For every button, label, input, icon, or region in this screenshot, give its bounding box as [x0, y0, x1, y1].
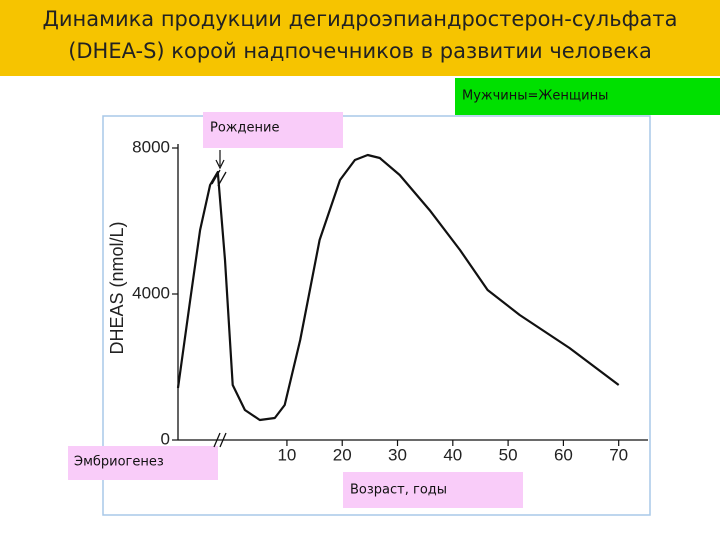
annotation-box [68, 446, 218, 480]
annotation: Рождение [210, 121, 279, 136]
x-tick-label: 10 [277, 445, 296, 464]
curve-break [211, 169, 227, 187]
title-banner [0, 0, 720, 76]
x-axis-label: Возраст, годы [350, 483, 447, 498]
axis-break [213, 432, 227, 448]
legend-note-box [455, 78, 720, 115]
x-label-box [343, 472, 523, 508]
y-tick-label: 8000 [132, 137, 170, 156]
y-tick-label: 4000 [132, 283, 170, 302]
title-line: Динамика продукции дегидроэпиандростерон… [42, 7, 677, 31]
x-tick-label: 50 [499, 445, 518, 464]
x-tick-label: 40 [443, 445, 462, 464]
x-tick-label: 30 [388, 445, 407, 464]
legend-note: Мужчины=Женщины [462, 89, 608, 104]
x-tick-label: 70 [609, 445, 628, 464]
title-line: (DHEA-S) корой надпочечников в развитии … [68, 39, 652, 63]
arrow-head [215, 159, 225, 170]
plot: 0 4000 8000 10 20 30 40 50 60 70 [132, 137, 648, 464]
x-tick-label: 20 [333, 445, 352, 464]
x-tick-label: 60 [554, 445, 573, 464]
data-line [176, 153, 620, 422]
annotation: Эмбриогенез [74, 455, 164, 470]
annotation-box [203, 112, 343, 148]
y-tick-label: 0 [161, 429, 170, 448]
y-axis-label: DHEAS (nmol/L) [107, 221, 127, 354]
